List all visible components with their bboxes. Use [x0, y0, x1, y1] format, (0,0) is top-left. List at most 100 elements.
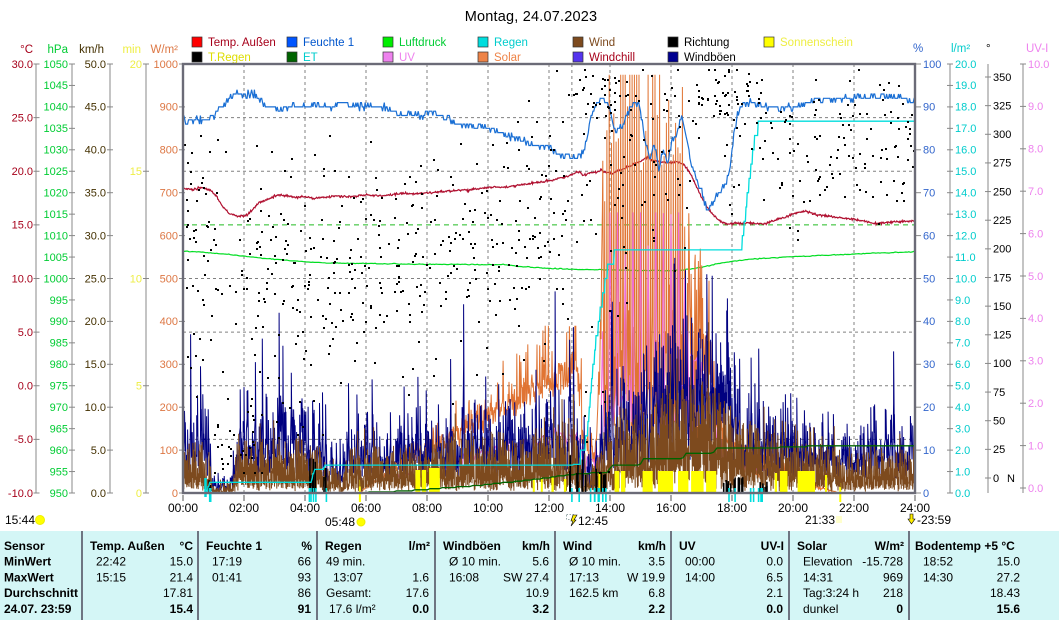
svg-text:UV-I: UV-I — [761, 539, 784, 553]
svg-text:100: 100 — [993, 358, 1011, 370]
svg-text:325: 325 — [993, 100, 1011, 112]
svg-text:21.4: 21.4 — [170, 570, 194, 584]
svg-text:0.0: 0.0 — [1028, 483, 1043, 495]
svg-text:950: 950 — [50, 488, 68, 500]
svg-text:0: 0 — [923, 488, 929, 500]
svg-text:17.6: 17.6 — [406, 586, 430, 600]
svg-text:970: 970 — [50, 402, 68, 414]
svg-text:km/h: km/h — [638, 539, 666, 553]
svg-text:20: 20 — [923, 402, 935, 414]
svg-text:24.07. 23:59: 24.07. 23:59 — [4, 602, 72, 616]
svg-text:16:00: 16:00 — [656, 501, 686, 515]
svg-text:25.0: 25.0 — [12, 112, 33, 124]
svg-text:15.0: 15.0 — [997, 555, 1021, 569]
svg-text:min: min — [122, 44, 141, 56]
svg-text:0.0: 0.0 — [412, 602, 429, 616]
svg-text:W 19.9: W 19.9 — [627, 570, 665, 584]
svg-text:SW 27.4: SW 27.4 — [503, 570, 549, 584]
svg-text:3.2: 3.2 — [532, 602, 549, 616]
svg-text:01:41: 01:41 — [212, 570, 242, 584]
svg-text:0.0: 0.0 — [955, 488, 970, 500]
svg-text:Elevation: Elevation — [803, 555, 852, 569]
svg-text:-5.0: -5.0 — [14, 434, 33, 446]
svg-text:6.0: 6.0 — [955, 359, 970, 371]
svg-text:16.0: 16.0 — [955, 145, 976, 157]
svg-text:1000: 1000 — [154, 59, 178, 71]
svg-text:250: 250 — [993, 186, 1011, 198]
svg-text:80: 80 — [923, 145, 935, 157]
svg-text:86: 86 — [298, 586, 312, 600]
svg-text:15:44: 15:44 — [5, 513, 35, 527]
svg-text:200: 200 — [993, 244, 1011, 256]
svg-text:0: 0 — [172, 488, 178, 500]
svg-text:8.0: 8.0 — [1028, 144, 1043, 156]
svg-text:1.6: 1.6 — [412, 570, 429, 584]
svg-text:Feuchte 1: Feuchte 1 — [303, 37, 354, 49]
svg-text:14:31: 14:31 — [803, 570, 833, 584]
svg-text:1035: 1035 — [44, 123, 68, 135]
svg-text:0.0: 0.0 — [766, 555, 783, 569]
svg-text:50.0: 50.0 — [85, 59, 106, 71]
svg-text:W/m²: W/m² — [875, 539, 904, 553]
svg-text:10.9: 10.9 — [526, 586, 550, 600]
svg-text:Windchill: Windchill — [589, 52, 635, 64]
svg-text:00:00: 00:00 — [168, 501, 198, 515]
svg-text:05:48: 05:48 — [325, 515, 355, 529]
svg-text:300: 300 — [160, 359, 178, 371]
svg-text:19.0: 19.0 — [955, 80, 976, 92]
svg-text:200: 200 — [160, 402, 178, 414]
svg-text:50: 50 — [993, 416, 1005, 428]
svg-text:17:13: 17:13 — [569, 570, 599, 584]
svg-text:W/m²: W/m² — [151, 44, 179, 56]
svg-text:12:00: 12:00 — [534, 501, 564, 515]
svg-text:Tag:3:24 h: Tag:3:24 h — [803, 586, 859, 600]
svg-text:91: 91 — [298, 602, 312, 616]
svg-text:6.8: 6.8 — [648, 586, 665, 600]
svg-text:20.0: 20.0 — [955, 59, 976, 71]
svg-text:1005: 1005 — [44, 252, 68, 264]
svg-text:2.2: 2.2 — [648, 602, 665, 616]
svg-text:18.43: 18.43 — [990, 586, 1020, 600]
svg-text:3.5: 3.5 — [648, 555, 665, 569]
svg-text:3.0: 3.0 — [955, 423, 970, 435]
svg-text:10.0: 10.0 — [955, 273, 976, 285]
svg-text:Windböen: Windböen — [684, 52, 736, 64]
svg-text:dunkel: dunkel — [803, 602, 838, 616]
svg-text:14:30: 14:30 — [923, 570, 953, 584]
svg-text:Temp. Außen: Temp. Außen — [90, 539, 165, 553]
svg-text:10.0: 10.0 — [85, 402, 106, 414]
svg-text:00:00: 00:00 — [685, 555, 715, 569]
svg-text:15.0: 15.0 — [955, 166, 976, 178]
svg-text:08:00: 08:00 — [412, 501, 442, 515]
svg-text:24:00: 24:00 — [900, 501, 930, 515]
svg-text:10:00: 10:00 — [473, 501, 503, 515]
svg-text:Luftdruck: Luftdruck — [399, 37, 447, 49]
svg-text:0.0: 0.0 — [766, 602, 783, 616]
svg-text:N: N — [1007, 473, 1015, 485]
svg-text:1015: 1015 — [44, 209, 68, 221]
svg-text:1.0: 1.0 — [955, 466, 970, 478]
svg-text:12:45: 12:45 — [578, 514, 608, 528]
svg-text:25: 25 — [993, 444, 1005, 456]
svg-text:UV: UV — [679, 539, 696, 553]
svg-text:1040: 1040 — [44, 102, 68, 114]
svg-text:20:00: 20:00 — [778, 501, 808, 515]
svg-text:Regen: Regen — [494, 37, 528, 49]
svg-text:Sensor: Sensor — [4, 539, 45, 553]
svg-text:9.0: 9.0 — [1028, 101, 1043, 113]
svg-text:Ø 10 min.: Ø 10 min. — [569, 555, 621, 569]
svg-text:13.0: 13.0 — [955, 209, 976, 221]
svg-text:150: 150 — [993, 301, 1011, 313]
svg-text:hPa: hPa — [48, 44, 69, 56]
svg-text:965: 965 — [50, 423, 68, 435]
svg-text:Windböen: Windböen — [443, 539, 501, 553]
svg-text:-15.728: -15.728 — [862, 555, 903, 569]
svg-text:9.0: 9.0 — [955, 295, 970, 307]
svg-text:-23:59: -23:59 — [917, 513, 951, 527]
svg-text:10.0: 10.0 — [12, 273, 33, 285]
svg-text:14:00: 14:00 — [595, 501, 625, 515]
svg-text:30.0: 30.0 — [85, 230, 106, 242]
svg-text:6.0: 6.0 — [1028, 228, 1043, 240]
svg-text:-10.0: -10.0 — [8, 488, 33, 500]
svg-text:30.0: 30.0 — [12, 59, 33, 71]
